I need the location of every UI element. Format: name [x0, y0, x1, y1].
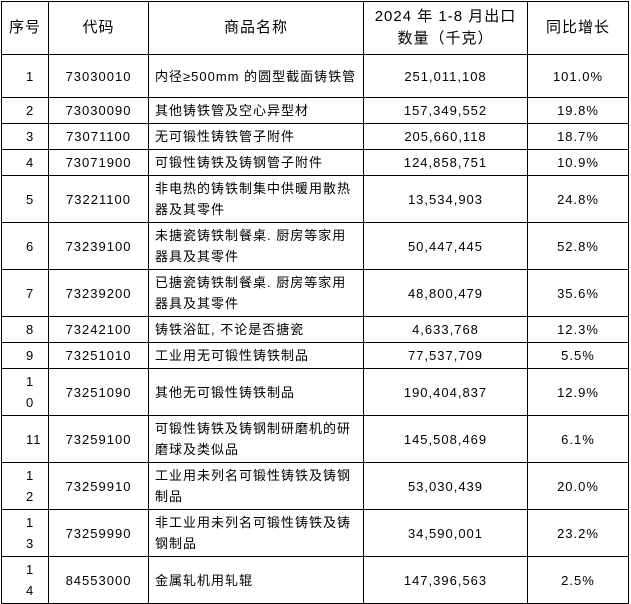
table-cell: 2.5%	[527, 556, 629, 604]
table-cell: 19.8%	[527, 97, 629, 124]
table-cell: 其他无可锻性铸铁制品	[148, 368, 364, 416]
table-cell: 5.5%	[527, 342, 629, 369]
table-row: 14 84553000 金属轧机用轧辊 147,396,563 2.5%	[1, 556, 629, 604]
table-cell: 53,030,439	[363, 462, 528, 510]
table-cell: 52.8%	[527, 222, 629, 270]
table-cell: 11	[1, 415, 49, 463]
table-cell: 73030090	[48, 97, 149, 124]
table-cell: 205,660,118	[363, 123, 528, 150]
table-cell: 13	[1, 509, 49, 557]
table-cell: 5	[1, 175, 49, 223]
header-cell: 商品名称	[148, 1, 364, 55]
header-row: 序号 代码 商品名称 2024 年 1-8 月出口数量（千克） 同比增长	[1, 1, 629, 55]
table-row: 11 73259100 可锻性铸铁及铸钢制研磨机的研磨球及类似品 145,508,46…	[1, 415, 629, 463]
table-cell: 8	[1, 316, 49, 343]
table-row: 5 73221100 非电热的铸铁制集中供暖用散热器及其零件 13,534,903 24…	[1, 175, 629, 223]
table-cell: 73259910	[48, 462, 149, 510]
table-cell: 23.2%	[527, 509, 629, 557]
table-cell: 73239200	[48, 269, 149, 317]
table-cell: 4	[1, 149, 49, 176]
table-row: 10 73251090 其他无可锻性铸铁制品 190,404,837 12.9%	[1, 368, 629, 416]
table-cell: 可锻性铸铁及铸钢制研磨机的研磨球及类似品	[148, 415, 364, 463]
table-cell: 73239100	[48, 222, 149, 270]
table-cell: 已搪瓷铸铁制餐桌. 厨房等家用器具及其零件	[148, 269, 364, 317]
table-row: 12 73259910 工业用未列名可锻性铸铁及铸钢制品 53,030,439 20.0…	[1, 462, 629, 510]
table-cell: 73259100	[48, 415, 149, 463]
table-cell: 6.1%	[527, 415, 629, 463]
table-cell: 73251090	[48, 368, 149, 416]
table-cell: 147,396,563	[363, 556, 528, 604]
table-cell: 内径≥500mm 的圆型截面铸铁管	[148, 54, 364, 98]
table-body: 1 73030010 内径≥500mm 的圆型截面铸铁管 251,011,108 101…	[1, 54, 629, 604]
table-cell: 50,447,445	[363, 222, 528, 270]
table-cell: 工业用未列名可锻性铸铁及铸钢制品	[148, 462, 364, 510]
table-cell: 124,858,751	[363, 149, 528, 176]
table-cell: 73242100	[48, 316, 149, 343]
table-cell: 73251010	[48, 342, 149, 369]
table-row: 4 73071900 可锻性铸铁及铸钢管子附件 124,858,751 10.9%	[1, 149, 629, 176]
table-row: 7 73239200 已搪瓷铸铁制餐桌. 厨房等家用器具及其零件 48,800,479…	[1, 269, 629, 317]
table-cell: 其他铸铁管及空心异型材	[148, 97, 364, 124]
header-cell: 代码	[48, 1, 149, 55]
table-cell: 73071900	[48, 149, 149, 176]
table-cell: 101.0%	[527, 54, 629, 98]
table-cell: 13,534,903	[363, 175, 528, 223]
table-cell: 190,404,837	[363, 368, 528, 416]
table-cell: 10	[1, 368, 49, 416]
table-cell: 73221100	[48, 175, 149, 223]
header-cell: 序号	[1, 1, 49, 55]
table-cell: 12	[1, 462, 49, 510]
table-cell: 48,800,479	[363, 269, 528, 317]
table-cell: 非电热的铸铁制集中供暖用散热器及其零件	[148, 175, 364, 223]
table-cell: 铸铁浴缸, 不论是否搪瓷	[148, 316, 364, 343]
table-cell: 73030010	[48, 54, 149, 98]
table-cell: 工业用无可锻性铸铁制品	[148, 342, 364, 369]
table-cell: 1	[1, 54, 49, 98]
table-cell: 12.9%	[527, 368, 629, 416]
table-cell: 4,633,768	[363, 316, 528, 343]
table-cell: 2	[1, 97, 49, 124]
table-cell: 未搪瓷铸铁制餐桌. 厨房等家用器具及其零件	[148, 222, 364, 270]
table-cell: 10.9%	[527, 149, 629, 176]
header-cell: 同比增长	[527, 1, 629, 55]
table-cell: 145,508,469	[363, 415, 528, 463]
table-cell: 73071100	[48, 123, 149, 150]
table-cell: 3	[1, 123, 49, 150]
table-cell: 12.3%	[527, 316, 629, 343]
table-cell: 24.8%	[527, 175, 629, 223]
table-cell: 73259990	[48, 509, 149, 557]
table-cell: 77,537,709	[363, 342, 528, 369]
table-cell: 可锻性铸铁及铸钢管子附件	[148, 149, 364, 176]
table-row: 9 73251010 工业用无可锻性铸铁制品 77,537,709 5.5%	[1, 342, 629, 369]
table-cell: 20.0%	[527, 462, 629, 510]
table-cell: 14	[1, 556, 49, 604]
table-cell: 157,349,552	[363, 97, 528, 124]
table-row: 2 73030090 其他铸铁管及空心异型材 157,349,552 19.8%	[1, 97, 629, 124]
table-cell: 6	[1, 222, 49, 270]
table-cell: 84553000	[48, 556, 149, 604]
table-cell: 18.7%	[527, 123, 629, 150]
table-cell: 无可锻性铸铁管子附件	[148, 123, 364, 150]
table-row: 13 73259990 非工业用未列名可锻性铸铁及铸钢制品 34,590,001 23.…	[1, 509, 629, 557]
table-row: 8 73242100 铸铁浴缸, 不论是否搪瓷 4,633,768 12.3%	[1, 316, 629, 343]
table-row: 6 73239100 未搪瓷铸铁制餐桌. 厨房等家用器具及其零件 50,447,445…	[1, 222, 629, 270]
table-cell: 7	[1, 269, 49, 317]
table-cell: 9	[1, 342, 49, 369]
table-cell: 251,011,108	[363, 54, 528, 98]
table-row: 3 73071100 无可锻性铸铁管子附件 205,660,118 18.7%	[1, 123, 629, 150]
table-cell: 非工业用未列名可锻性铸铁及铸钢制品	[148, 509, 364, 557]
table-cell: 35.6%	[527, 269, 629, 317]
table-cell: 34,590,001	[363, 509, 528, 557]
header-cell: 2024 年 1-8 月出口数量（千克）	[363, 1, 528, 55]
table-cell: 金属轧机用轧辊	[148, 556, 364, 604]
table-row: 1 73030010 内径≥500mm 的圆型截面铸铁管 251,011,108 101…	[1, 54, 629, 98]
